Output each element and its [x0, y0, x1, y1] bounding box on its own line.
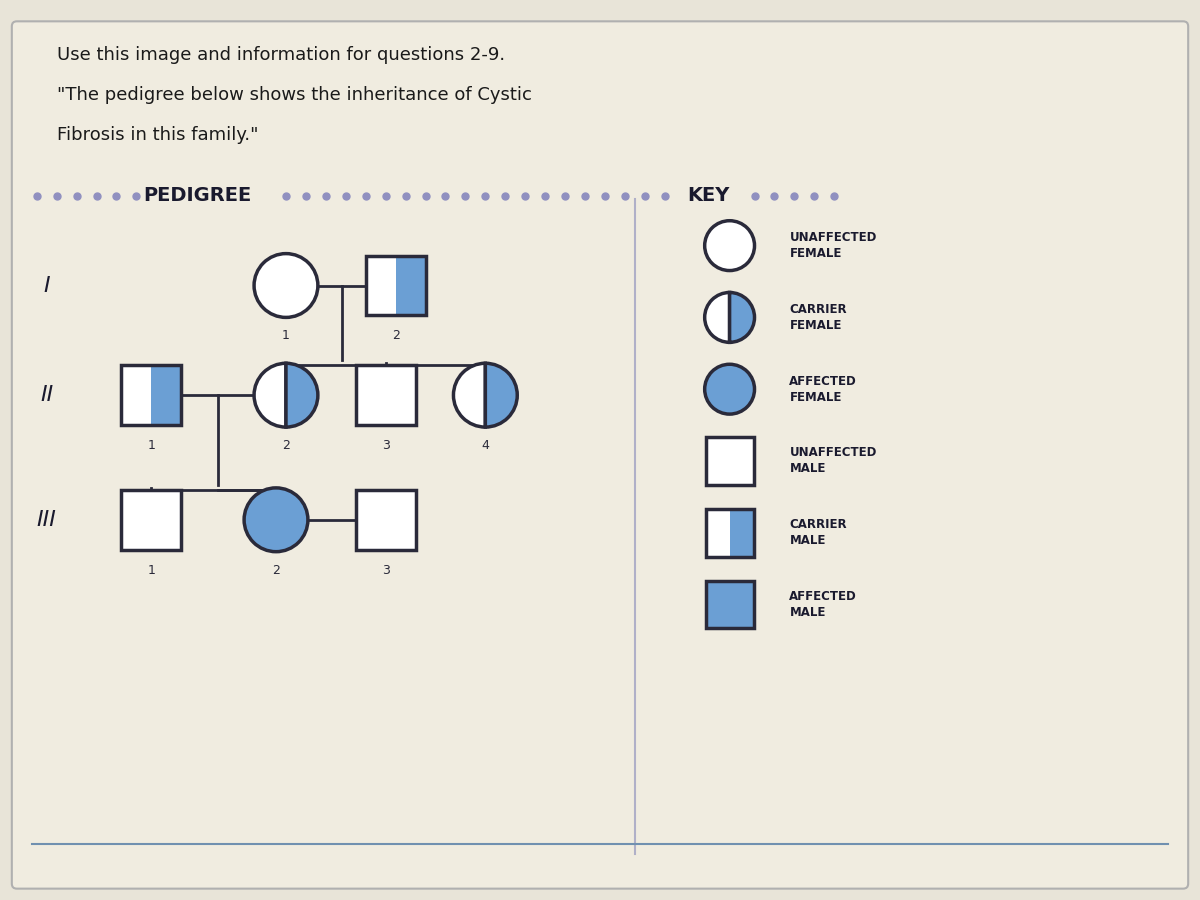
Bar: [706, 508, 730, 557]
Bar: [121, 365, 181, 425]
Wedge shape: [254, 364, 286, 428]
Bar: [121, 490, 181, 550]
Text: 1: 1: [148, 563, 155, 577]
Text: Fibrosis in this family.": Fibrosis in this family.": [56, 126, 258, 144]
Bar: [706, 508, 754, 557]
Text: UNAFFECTED
FEMALE: UNAFFECTED FEMALE: [790, 231, 877, 260]
Text: AFFECTED
MALE: AFFECTED MALE: [790, 590, 857, 619]
Text: I: I: [43, 275, 50, 295]
Bar: [121, 365, 151, 425]
Circle shape: [704, 220, 755, 271]
Circle shape: [244, 488, 308, 552]
Text: II: II: [40, 385, 53, 405]
Wedge shape: [286, 364, 318, 428]
Bar: [366, 256, 426, 315]
Text: CARRIER
MALE: CARRIER MALE: [790, 518, 847, 547]
Bar: [706, 580, 754, 628]
Text: CARRIER
FEMALE: CARRIER FEMALE: [790, 303, 847, 332]
Text: 3: 3: [382, 439, 390, 452]
Text: III: III: [37, 509, 56, 530]
Text: 1: 1: [282, 329, 290, 342]
Text: Use this image and information for questions 2-9.: Use this image and information for quest…: [56, 46, 505, 64]
Bar: [366, 256, 396, 315]
Text: UNAFFECTED
MALE: UNAFFECTED MALE: [790, 446, 877, 475]
Wedge shape: [485, 364, 517, 428]
Text: 1: 1: [148, 439, 155, 452]
Circle shape: [704, 364, 755, 414]
Text: 2: 2: [282, 439, 290, 452]
Text: 2: 2: [391, 329, 400, 342]
FancyBboxPatch shape: [12, 22, 1188, 888]
Wedge shape: [454, 364, 485, 428]
Wedge shape: [730, 292, 755, 342]
Bar: [730, 508, 754, 557]
Text: "The pedigree below shows the inheritance of Cystic: "The pedigree below shows the inheritanc…: [56, 86, 532, 104]
Bar: [706, 437, 754, 485]
Bar: [396, 256, 426, 315]
Text: 3: 3: [382, 563, 390, 577]
Bar: [151, 365, 181, 425]
Text: 4: 4: [481, 439, 490, 452]
Bar: [355, 490, 415, 550]
Text: KEY: KEY: [688, 186, 730, 205]
Text: 2: 2: [272, 563, 280, 577]
Text: AFFECTED
FEMALE: AFFECTED FEMALE: [790, 374, 857, 404]
Wedge shape: [704, 292, 730, 342]
Text: PEDIGREE: PEDIGREE: [144, 186, 252, 205]
Bar: [355, 365, 415, 425]
Circle shape: [254, 254, 318, 318]
